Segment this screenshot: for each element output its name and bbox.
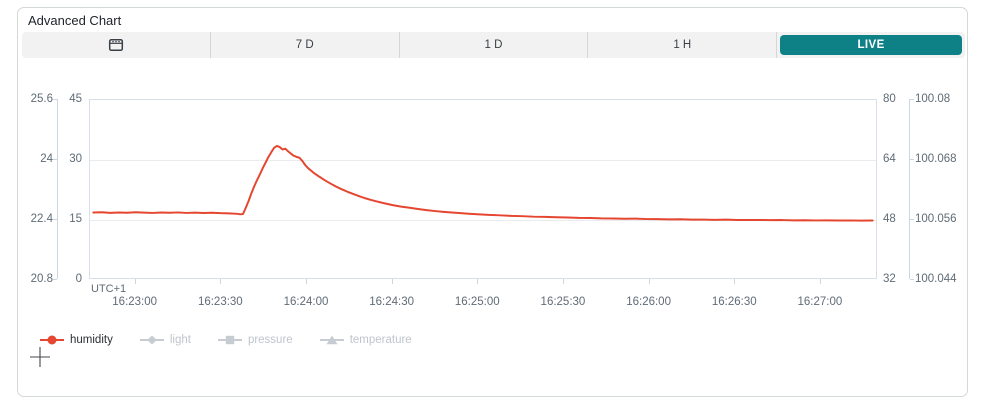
- humidity-circle-marker-icon: [40, 335, 64, 345]
- y-tick-label: 100.08: [915, 93, 951, 105]
- legend-item-humidity[interactable]: humidity: [40, 334, 113, 346]
- calendar-range-button[interactable]: [22, 32, 210, 58]
- legend-item-pressure[interactable]: pressure: [217, 334, 293, 346]
- y-axis-temperature: 25.6 24 22.4 20.8: [18, 93, 53, 285]
- plot-area[interactable]: [89, 99, 877, 279]
- x-tick: [391, 279, 393, 284]
- gridline: [90, 220, 876, 221]
- y-tick-label: 0: [75, 273, 82, 285]
- crosshair-icon[interactable]: [29, 346, 51, 368]
- y-tick-label: 64: [883, 153, 896, 165]
- legend-label: pressure: [247, 334, 293, 346]
- y-tick-label: 20.8: [30, 273, 53, 285]
- x-tick-label: 16:27:00: [797, 296, 843, 308]
- range-button-live[interactable]: LIVE: [776, 32, 965, 58]
- timezone-label: UTC+1: [91, 283, 127, 295]
- x-tick-label: 16:23:00: [112, 296, 158, 308]
- y-tick-label: 15: [69, 213, 82, 225]
- calendar-icon: [108, 37, 124, 53]
- y-tick-label: 32: [883, 273, 896, 285]
- y-tick-label: 100.056: [915, 213, 957, 225]
- y-axis-tick: [53, 279, 57, 280]
- y-axis-tick: [910, 219, 914, 220]
- x-tick: [220, 279, 222, 284]
- y-axis-tick: [910, 159, 914, 160]
- y-axis-pressure: 100.08 100.068 100.056 100.044: [915, 93, 967, 285]
- y-axis-tick: [53, 219, 57, 220]
- x-tick: [305, 279, 307, 284]
- time-range-toolbar: 7 D 1 D 1 H LIVE: [22, 32, 965, 58]
- plot-region: [89, 99, 877, 284]
- pressure-square-marker-icon: [217, 335, 242, 345]
- y-tick-label: 30: [69, 153, 82, 165]
- legend-label: light: [169, 334, 191, 346]
- x-tick-label: 16:25:00: [454, 296, 500, 308]
- y-tick-label: 48: [883, 213, 896, 225]
- x-tick: [134, 279, 136, 284]
- y-tick-label: 100.044: [915, 273, 957, 285]
- temperature-triangle-marker-icon: [319, 335, 344, 345]
- y-tick-label: 22.4: [30, 213, 53, 225]
- advanced-chart-widget: Advanced Chart 7 D 1 D 1 H LIVE: [17, 7, 968, 397]
- x-tick-label: 16:26:00: [626, 296, 671, 308]
- legend-item-light[interactable]: light: [139, 334, 191, 346]
- x-tick-label: 16:26:30: [711, 296, 757, 308]
- range-button-1d[interactable]: 1 D: [398, 32, 588, 58]
- y-tick-label: 45: [69, 93, 82, 105]
- y-tick-label: 25.6: [30, 93, 53, 105]
- y-tick-label: 24: [40, 153, 53, 165]
- x-tick: [562, 279, 564, 284]
- range-button-7d[interactable]: 7 D: [209, 32, 399, 58]
- x-tick: [477, 279, 479, 284]
- x-tick-label: 16:24:00: [283, 296, 329, 308]
- chart-legend: humidity light pressure temperature: [40, 334, 412, 346]
- y-axis-tick: [910, 99, 914, 100]
- legend-label: humidity: [70, 334, 113, 346]
- temperature-axis-line: [57, 99, 58, 279]
- humidity-line-series: [92, 144, 874, 222]
- live-button-pill[interactable]: LIVE: [780, 35, 962, 55]
- x-tick: [734, 279, 736, 284]
- x-tick-label: 16:25:30: [540, 296, 586, 308]
- y-axis-light: 80 64 48 32: [883, 93, 911, 285]
- x-tick: [819, 279, 821, 284]
- page-title: Advanced Chart: [28, 13, 122, 28]
- y-axis-tick: [53, 159, 57, 160]
- y-axis-tick: [910, 279, 914, 280]
- light-diamond-marker-icon: [139, 335, 164, 345]
- y-tick-label: 100.068: [915, 153, 957, 165]
- legend-label: temperature: [349, 334, 412, 346]
- y-tick-label: 80: [883, 93, 896, 105]
- y-axis-humidity: 45 30 15 0: [58, 93, 82, 285]
- pressure-axis-line: [909, 99, 910, 279]
- x-tick-label: 16:24:30: [369, 296, 414, 308]
- legend-item-temperature[interactable]: temperature: [319, 334, 412, 346]
- gridline: [90, 160, 876, 161]
- x-tick-label: 16:23:30: [197, 296, 243, 308]
- range-button-1h[interactable]: 1 H: [587, 32, 776, 58]
- y-axis-tick: [53, 99, 57, 100]
- x-tick: [648, 279, 650, 284]
